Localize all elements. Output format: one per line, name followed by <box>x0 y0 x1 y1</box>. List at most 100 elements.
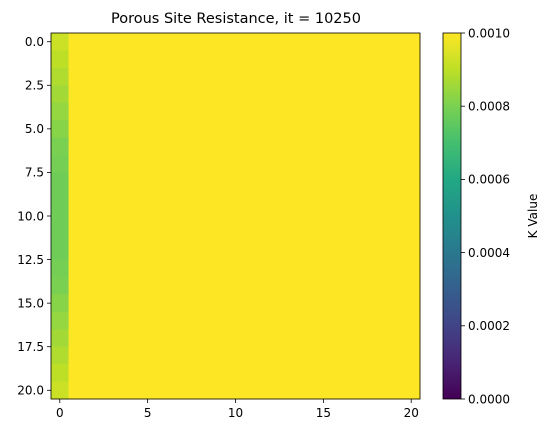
heatmap-cell <box>279 33 298 51</box>
heatmap-cell <box>138 277 157 295</box>
heatmap-cell <box>86 207 105 226</box>
heatmap-cell <box>174 277 192 295</box>
heatmap-cell <box>68 120 87 138</box>
heatmap-cell <box>332 67 351 86</box>
heatmap-cell <box>103 33 122 51</box>
heatmap-cell <box>103 85 122 104</box>
heatmap-cell <box>297 346 315 365</box>
heatmap-cell <box>367 311 386 330</box>
heatmap-cell <box>226 189 245 208</box>
heatmap-cell <box>138 242 157 260</box>
colorbar-label: K Value <box>526 194 540 239</box>
heatmap-cell <box>51 155 69 173</box>
heatmap-cell <box>209 381 228 400</box>
heatmap-cell <box>314 155 333 173</box>
heatmap-cell <box>297 155 315 173</box>
heatmap-cell <box>191 172 210 191</box>
heatmap-cell <box>279 242 298 260</box>
heatmap-cell <box>332 50 351 69</box>
heatmap-cell <box>174 155 192 173</box>
heatmap-cell <box>209 242 228 260</box>
heatmap-cell <box>156 224 175 243</box>
heatmap-cell <box>279 294 298 313</box>
heatmap-cell <box>367 172 386 191</box>
heatmap-cell <box>314 224 333 243</box>
heatmap-cell <box>156 172 175 191</box>
y-tick-label: 12.5 <box>17 253 44 267</box>
heatmap-cell <box>191 242 210 260</box>
heatmap-cell <box>121 224 140 243</box>
heatmap-cell <box>138 120 157 138</box>
heatmap-cell <box>332 137 351 156</box>
heatmap-cell <box>314 67 333 86</box>
heatmap-cell <box>226 137 245 156</box>
heatmap-cell <box>51 85 69 104</box>
heatmap-cell <box>384 120 403 138</box>
heatmap-cell <box>332 207 351 226</box>
heatmap-cell <box>367 277 386 295</box>
colorbar-tick-label: 0.0006 <box>468 173 510 187</box>
heatmap-cell <box>191 346 210 365</box>
heatmap-cell <box>51 120 69 138</box>
heatmap-cell <box>297 224 315 243</box>
heatmap-cell <box>156 102 175 121</box>
heatmap-cell <box>86 242 105 260</box>
heatmap-cell <box>103 277 122 295</box>
heatmap-cell <box>68 189 87 208</box>
heatmap-cell <box>244 50 263 69</box>
heatmap-cell <box>332 311 351 330</box>
heatmap-cell <box>226 364 245 382</box>
heatmap-cell <box>156 364 175 382</box>
heatmap-cell <box>261 311 280 330</box>
heatmap-cell <box>384 242 403 260</box>
heatmap-cell <box>103 207 122 226</box>
heatmap-cell <box>103 346 122 365</box>
heatmap-cell <box>314 102 333 121</box>
heatmap-cell <box>402 381 421 400</box>
heatmap-cell <box>121 67 140 86</box>
heatmap-cell <box>86 311 105 330</box>
heatmap-cell <box>103 137 122 156</box>
heatmap-cell <box>279 259 298 278</box>
heatmap-cell <box>261 259 280 278</box>
heatmap-cell <box>349 155 368 173</box>
heatmap-cell <box>138 259 157 278</box>
heatmap-cell <box>174 137 192 156</box>
heatmap-cell <box>103 364 122 382</box>
heatmap-cell <box>279 311 298 330</box>
x-tick-label: 15 <box>316 406 331 420</box>
heatmap-cell <box>261 294 280 313</box>
heatmap-cell <box>121 346 140 365</box>
heatmap-cell <box>279 224 298 243</box>
y-tick-label: 0.0 <box>25 35 44 49</box>
heatmap-cell <box>349 137 368 156</box>
heatmap-cell <box>68 242 87 260</box>
heatmap-cell <box>279 364 298 382</box>
heatmap-cell <box>68 329 87 348</box>
heatmap-cell <box>191 85 210 104</box>
heatmap-cell <box>156 346 175 365</box>
heatmap-cell <box>191 137 210 156</box>
heatmap-cell <box>244 242 263 260</box>
heatmap-cell <box>367 120 386 138</box>
heatmap-cell <box>121 120 140 138</box>
heatmap-cell <box>402 242 421 260</box>
heatmap-cell <box>367 242 386 260</box>
heatmap-cell <box>174 311 192 330</box>
heatmap-cell <box>51 102 69 121</box>
heatmap-cell <box>314 137 333 156</box>
heatmap-cell <box>209 85 228 104</box>
heatmap-cell <box>332 346 351 365</box>
heatmap-cell <box>244 224 263 243</box>
heatmap-cell <box>332 102 351 121</box>
x-tick-label: 0 <box>56 406 64 420</box>
heatmap-cell <box>261 224 280 243</box>
heatmap-cell <box>51 207 69 226</box>
heatmap-cell <box>367 346 386 365</box>
heatmap-cell <box>261 207 280 226</box>
heatmap-cell <box>51 189 69 208</box>
heatmap-cell <box>51 224 69 243</box>
heatmap-cell <box>244 172 263 191</box>
heatmap-cell <box>138 172 157 191</box>
heatmap-cell <box>384 85 403 104</box>
